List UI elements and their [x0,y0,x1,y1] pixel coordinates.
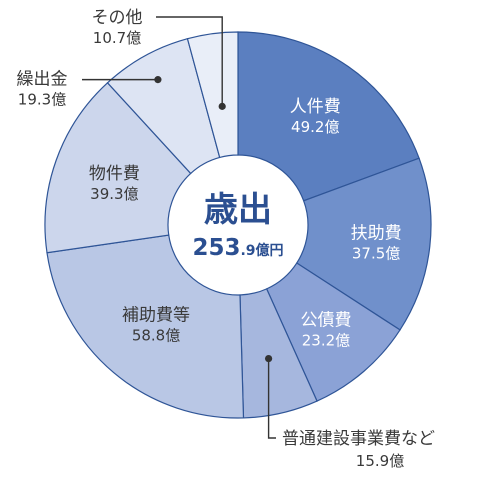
label-subsidy-value: 58.8億 [132,326,180,344]
center-total-integer: 253 [192,235,240,261]
label-personnel-name: 人件費 [290,97,341,117]
label-personnel-value: 49.2億 [291,118,339,136]
leader-line-other [156,16,223,107]
label-public-debt-value: 23.2億 [302,332,350,350]
slice-personnel [237,31,420,202]
label-subsidy-name: 補助費等 [122,305,190,325]
label-assistance-name: 扶助費 [351,223,402,243]
center-title: 歳出 [204,190,272,230]
donut-slices [44,31,432,419]
slice-subsidy [46,234,245,419]
leader-lines [82,16,276,439]
label-construction-value: 15.9億 [356,452,404,470]
slice-assistance [295,157,432,331]
label-transfer-value: 19.3億 [18,91,66,109]
label-supplies-value: 39.3億 [90,185,138,203]
label-public-debt-name: 公債費 [300,311,351,331]
center-total-decimal: .9 [240,243,255,259]
label-transfer-name: 繰出金 [17,70,68,90]
leader-line-construction [267,358,276,439]
center-total-unit: 億円 [256,242,284,259]
center-total: 253.9億円 [192,235,283,261]
label-other-name: その他 [92,8,143,28]
slice-other [186,31,239,159]
label-construction-name: 普通建設事業費など [282,429,435,449]
label-other-value: 10.7億 [93,29,141,47]
slice-supplies [44,81,192,254]
label-supplies-name: 物件費 [89,164,140,184]
donut-center: 歳出 253.9億円 [192,190,283,261]
label-assistance-value: 37.5億 [352,244,400,262]
